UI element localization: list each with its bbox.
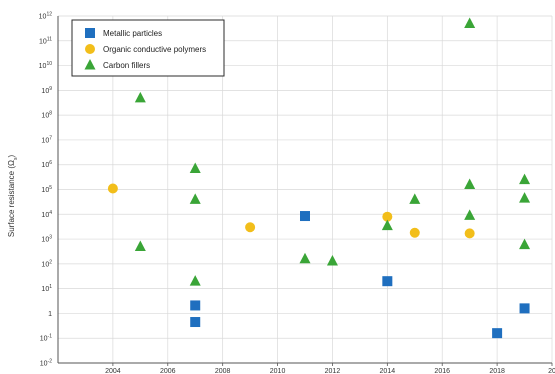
y-tick-label: 1012 [39, 12, 53, 21]
x-tick-label: 2008 [215, 368, 231, 374]
x-tick-label: 2018 [489, 368, 505, 374]
legend-box [71, 19, 225, 77]
y-axis-label-close: ) [7, 155, 16, 158]
point-carbon-fillers [189, 275, 201, 286]
data-points [107, 17, 531, 339]
y-tick-label: 108 [41, 111, 52, 120]
y-tick-label: 104 [41, 210, 52, 219]
y-tick-label: 102 [41, 259, 52, 268]
point-metallic-particles [492, 328, 503, 339]
point-carbon-fillers [326, 255, 338, 266]
point-organic-conductive-polymers [382, 211, 393, 222]
point-carbon-fillers [189, 193, 201, 204]
legend-marker-organic-conductive-polymers [85, 44, 95, 54]
legend-label-metallic-particles: Metallic particles [103, 29, 162, 38]
point-organic-conductive-polymers [409, 227, 420, 238]
point-carbon-fillers [134, 91, 146, 103]
point-metallic-particles [300, 211, 310, 222]
point-carbon-fillers [299, 252, 311, 264]
point-metallic-particles [519, 303, 530, 314]
legend-marker-metallic-particles [85, 28, 95, 38]
y-tick-label: 107 [41, 135, 52, 144]
y-tick-label: 105 [41, 185, 52, 194]
x-tick-label: 2014 [380, 368, 396, 374]
grid-lines [58, 15, 553, 364]
y-tick-labels: 10-2 10-1 1 101 102 103 104 105 106 107 108 109 1010… [39, 12, 53, 368]
point-organic-conductive-polymers [107, 183, 118, 194]
y-tick-label: 109 [41, 86, 52, 95]
legend-item-carbon-fillers: Carbon fillers [84, 59, 150, 70]
y-axis-label-subscript: s [13, 157, 19, 160]
point-carbon-fillers [189, 162, 201, 174]
legend-label-carbon-fillers: Carbon fillers [103, 61, 150, 70]
y-tick-label: 101 [41, 284, 52, 293]
y-tick-label: 1 [48, 311, 52, 318]
y-tick-label: 1010 [39, 61, 53, 70]
point-carbon-fillers [134, 240, 146, 252]
point-carbon-fillers [519, 238, 531, 250]
point-organic-conductive-polymers [245, 222, 256, 233]
x-tick-label: 2012 [325, 368, 341, 374]
point-organic-conductive-polymers [464, 228, 475, 239]
point-carbon-fillers [519, 173, 531, 185]
legend-label-organic-conductive-polymers: Organic conductive polymers [103, 45, 206, 54]
point-metallic-particles [382, 276, 393, 287]
legend-marker-carbon-fillers [84, 59, 96, 70]
y-tick-label: 10-1 [40, 334, 52, 343]
y-axis-label: Surface resistance (Ωs) [7, 155, 19, 238]
point-metallic-particles [190, 300, 201, 311]
y-tick-label: 103 [41, 235, 52, 244]
point-carbon-fillers [464, 17, 476, 28]
axes [57, 16, 553, 366]
x-tick-label: 2004 [105, 368, 121, 374]
legend-item-metallic-particles: Metallic particles [85, 28, 162, 38]
x-tick-label: 20 [548, 368, 555, 374]
point-carbon-fillers [464, 178, 476, 189]
y-tick-label: 10-2 [40, 359, 52, 368]
legend-item-organic-conductive-polymers: Organic conductive polymers [85, 44, 206, 54]
point-carbon-fillers [381, 219, 393, 231]
x-tick-label: 2006 [160, 368, 176, 374]
y-axis-label-main: Surface resistance (Ω [7, 160, 16, 237]
y-tick-label: 1011 [39, 36, 52, 45]
x-tick-label: 2016 [434, 368, 450, 374]
y-tick-label: 106 [41, 160, 52, 169]
x-tick-labels: 2004 2006 2008 2010 2012 2014 2016 2018 20 [105, 368, 555, 374]
point-carbon-fillers [409, 193, 421, 204]
x-tick-label: 2010 [270, 368, 286, 374]
point-carbon-fillers [464, 209, 476, 220]
legend: Metallic particles Organic conductive pol… [71, 19, 225, 77]
point-carbon-fillers [519, 192, 531, 203]
point-metallic-particles [190, 317, 201, 328]
